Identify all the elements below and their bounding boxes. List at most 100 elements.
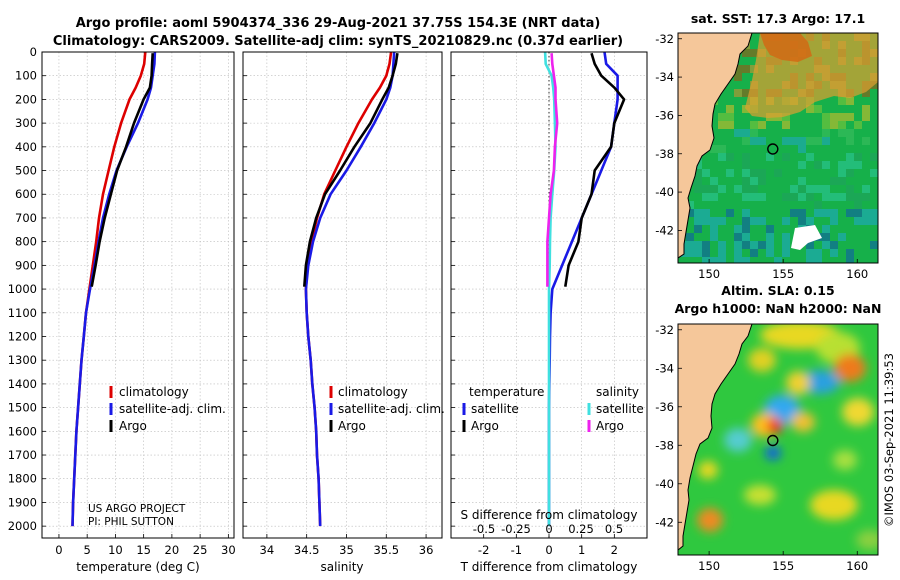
sst-cell [766,249,774,257]
map-y-tick-label: -36 [655,400,674,414]
sst-cell [718,113,726,121]
sst-cell [870,241,878,249]
sst-cell [702,169,710,177]
temperature-panel: 0 5 10 15 20 25 300100200300400500600700800900… [8,45,236,574]
sst-cell [702,257,710,263]
sst-cell [686,209,694,217]
map-y-tick-label: -32 [655,323,674,337]
sst-cell [742,65,750,73]
sla-map-subtitle: Argo h1000: NaN h2000: NaN [675,301,882,316]
sst-cell [686,249,694,257]
legend-label-argo: Argo [119,419,147,433]
difference-xlabel: T difference from climatology [460,560,638,574]
y-tick-label: 1300 [8,353,37,367]
sla-argo-marker [767,434,779,447]
top-tick-label: -0.25 [501,522,531,536]
sst-cell [742,49,750,57]
sst-cell [742,185,750,193]
sst-cell [734,65,742,73]
salinity-series [303,51,399,527]
sst-cell [846,209,854,217]
salinity-panel: 34 34.5 35 35.5 36 salinity climatology sate… [242,51,445,574]
x-tick-label: 34.5 [294,543,320,557]
sst-cell [718,153,726,161]
sst-cell [694,185,702,193]
sst-cell [822,241,830,249]
sst-cell [854,209,862,217]
y-tick-label: 700 [15,211,37,225]
sst-cell [862,89,870,97]
legend-label-climatology: climatology [338,385,408,399]
legend-label-temp-satellite: satellite [471,402,519,416]
sst-cell [710,185,718,193]
sst-cell [870,217,878,225]
sst-cell [830,209,838,217]
sst-cell [830,121,838,129]
sla-map: Altim. SLA: 0.15 Argo h1000: NaN h2000: … [655,283,882,573]
sst-cell [758,241,766,249]
sst-cell [790,185,798,193]
sst-cell [814,105,822,113]
map-x-tick-label: 160 [846,267,868,281]
sst-cell [710,145,718,153]
map-y-tick-label: -42 [655,515,674,529]
y-tick-label: 1600 [8,424,37,438]
difference-panel: -2 -1 0 1 2 T difference from climatology S … [450,51,648,574]
sla-field [678,324,878,555]
sst-cell [758,137,766,145]
sst-cell [758,193,766,201]
legend-label-sal-argo: Argo [596,419,624,433]
legend-label-satellite: satellite-adj. clim. [119,402,226,416]
imos-timestamp: ©IMOS 03-Sep-2021 11:39:53 [882,353,896,527]
x-tick-label: 5 [84,543,91,557]
salinity-xlabel: salinity [320,560,363,574]
sst-cell [838,97,846,105]
x-tick-label: 0 [55,543,62,557]
x-tick-label: 35 [339,543,354,557]
sst-field [678,33,878,263]
sst-cell [806,217,814,225]
sst-cell [846,153,854,161]
y-tick-label: 200 [15,92,37,106]
sst-cell [846,113,854,121]
sst-cell [766,153,774,161]
sst-cell [750,185,758,193]
x-tick-label: 35.5 [373,543,399,557]
map-y-tick-label: -38 [655,438,674,452]
sst-cell [782,121,790,129]
top-tick-label: 0 [545,522,552,536]
sst-cell [742,169,750,177]
sst-cell [694,209,702,217]
sst-cell [734,185,742,193]
y-tick-label: 400 [15,140,37,154]
x-tick-label: 34 [260,543,275,557]
sst-cell [830,217,838,225]
sst-cell [822,193,830,201]
sst-cell [830,177,838,185]
top-tick-label: -0.5 [473,522,495,536]
sst-cell [854,121,862,129]
sst-cell [766,241,774,249]
sst-cell [838,121,846,129]
x-tick-label: 15 [136,543,151,557]
top-tick-label: 0.25 [568,522,594,536]
x-tick-label: 30 [221,543,236,557]
sst-cell [830,241,838,249]
series-line-temperature-satellite [547,51,619,527]
sst-cell [838,193,846,201]
map-y-tick-label: -34 [655,361,674,375]
sst-map-title: sat. SST: 17.3 Argo: 17.1 [691,11,865,26]
y-tick-label: 1700 [8,448,37,462]
sst-cell [734,225,742,233]
sst-cell [686,201,694,209]
x-tick-label: -2 [478,543,489,557]
y-tick-label: 1400 [8,377,37,391]
temperature-axes-box [41,51,235,539]
sst-cell [838,161,846,169]
map-y-tick-label: -34 [655,70,674,84]
sst-cell [734,233,742,241]
y-tick-label: 1800 [8,472,37,486]
sst-cell [830,193,838,201]
sst-cell [814,201,822,209]
sst-cell [854,153,862,161]
